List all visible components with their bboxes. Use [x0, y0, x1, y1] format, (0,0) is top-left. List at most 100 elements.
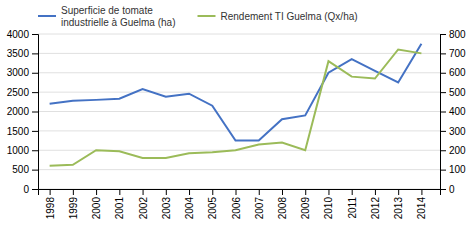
x-axis-tick: 2008 [277, 189, 288, 219]
x-axis: 1998199920002001200220032004200520062007… [39, 189, 441, 219]
y-axis-line [32, 35, 39, 190]
x-axis-tick-mark [398, 189, 399, 195]
x-axis-tick-mark [73, 189, 74, 195]
x-axis-tick-label: 2007 [254, 197, 265, 220]
x-axis-tick-label: 2002 [138, 197, 149, 220]
y-axis-tick: 4000 [7, 29, 38, 40]
y2-axis-tick-mark [440, 34, 446, 35]
x-axis-tick: 2003 [161, 189, 172, 219]
y2-axis-tick-label: 700 [449, 48, 466, 59]
legend-label: Rendement TI Guelma (Qx/ha) [221, 11, 358, 22]
grid [38, 34, 440, 189]
y2-axis-tick-mark [440, 170, 446, 171]
y-axis-tick-label: 2000 [7, 106, 30, 117]
x-axis-tick-mark [421, 189, 422, 195]
y2-axis-tick-mark [440, 73, 446, 74]
x-axis-tick-mark [119, 189, 120, 195]
x-axis-tick-label: 2008 [277, 197, 288, 220]
x-axis-tick: 2012 [370, 189, 381, 219]
x-axis-tick: 2001 [114, 189, 125, 219]
y2-axis-tick-label: 600 [449, 67, 466, 78]
grid-line [38, 169, 440, 170]
y2-axis-tick-label: 300 [449, 126, 466, 137]
y2-axis-tick-mark [440, 53, 446, 54]
x-axis-tick: 2005 [207, 189, 218, 219]
series-line [50, 44, 422, 141]
y-axis-tick-label: 4000 [7, 29, 30, 40]
x-axis-tick-label: 2012 [370, 197, 381, 220]
y-axis-tick-label: 1000 [7, 145, 30, 156]
x-axis-tick-mark [259, 189, 260, 195]
y2-axis-tick-mark [440, 189, 446, 190]
y2-axis-tick-label: 200 [449, 145, 466, 156]
x-axis-tick: 2000 [91, 189, 102, 219]
x-axis-tick-label: 2014 [416, 197, 427, 220]
x-axis-tick-mark [305, 189, 306, 195]
y2-axis-tick: 400 [440, 106, 466, 117]
y2-axis: 0 100 200 300 400 500 600 700 800 [440, 29, 466, 195]
x-axis-tick-mark [236, 189, 237, 195]
y2-axis-tick-mark [440, 112, 446, 113]
legend-swatch [198, 15, 216, 17]
x-axis-tick-mark [166, 189, 167, 195]
x-axis-tick-mark [212, 189, 213, 195]
y-axis-tick: 0 [23, 184, 38, 195]
x-axis-tick-mark [375, 189, 376, 195]
y2-axis-tick-mark [440, 150, 446, 151]
x-axis-tick-label: 1998 [45, 197, 56, 220]
y2-axis-tick-mark [440, 92, 446, 93]
x-axis-tick-mark [189, 189, 190, 195]
legend-item: Rendement TI Guelma (Qx/ha) [198, 11, 358, 22]
x-axis-tick: 2007 [254, 189, 265, 219]
x-axis-tick-label: 2009 [300, 197, 311, 220]
y2-axis-tick-mark [440, 131, 446, 132]
y-axis-tick-mark [32, 170, 38, 171]
y-axis-tick-mark [32, 73, 38, 74]
x-axis-tick-label: 2001 [114, 197, 125, 220]
y2-axis-tick: 300 [440, 126, 466, 137]
y-axis-tick-mark [32, 131, 38, 132]
y2-axis-tick-label: 500 [449, 87, 466, 98]
y-axis-tick-label: 3000 [7, 67, 30, 78]
x-axis-line [39, 190, 441, 196]
y-axis-tick-label: 0 [23, 184, 29, 195]
y-axis-tick: 2500 [7, 87, 38, 98]
y-axis-tick-mark [32, 92, 38, 93]
x-axis-tick-mark [282, 189, 283, 195]
y-axis-tick-label: 3500 [7, 48, 30, 59]
y2-axis-tick: 800 [440, 29, 466, 40]
x-axis-tick-label: 2003 [161, 197, 172, 220]
x-axis-tick: 2002 [138, 189, 149, 219]
grid-line [38, 92, 440, 93]
x-axis-tick-label: 2011 [347, 197, 358, 219]
x-axis-tick-label: 2000 [91, 197, 102, 220]
y-axis-tick-label: 500 [12, 164, 29, 175]
y2-axis-tick-label: 400 [449, 106, 466, 117]
x-axis-tick: 2014 [416, 189, 427, 219]
x-axis-tick: 2006 [231, 189, 242, 219]
y2-axis-tick: 100 [440, 164, 466, 175]
grid-line [38, 53, 440, 54]
legend-swatch [38, 15, 56, 17]
y-axis-tick-mark [32, 189, 38, 190]
x-axis-tick-label: 2004 [184, 197, 195, 220]
x-axis-tick-mark [328, 189, 329, 195]
y-axis-tick-mark [32, 150, 38, 151]
x-axis-tick: 2011 [347, 189, 358, 219]
x-axis-tick: 2004 [184, 189, 195, 219]
y2-axis-tick-label: 100 [449, 164, 466, 175]
x-axis-tick-mark [96, 189, 97, 195]
legend-item: Superficie de tomateindustrielle à Guelm… [38, 5, 176, 28]
y-axis: 0 500 1000 1500 2000 2500 3000 3500 4000 [7, 29, 39, 195]
y-axis-tick-label: 1500 [7, 126, 30, 137]
y2-axis-tick-label: 800 [449, 29, 466, 40]
x-axis-tick-label: 2010 [323, 197, 334, 220]
plot-area [50, 44, 422, 166]
y-axis-tick: 3000 [7, 67, 38, 78]
legend-label: Superficie de tomateindustrielle à Guelm… [61, 5, 176, 28]
y2-axis-tick: 0 [440, 184, 455, 195]
series-line [50, 50, 422, 166]
x-axis-tick-mark [143, 189, 144, 195]
y-axis-tick-mark [32, 34, 38, 35]
x-axis-tick-mark [352, 189, 353, 195]
